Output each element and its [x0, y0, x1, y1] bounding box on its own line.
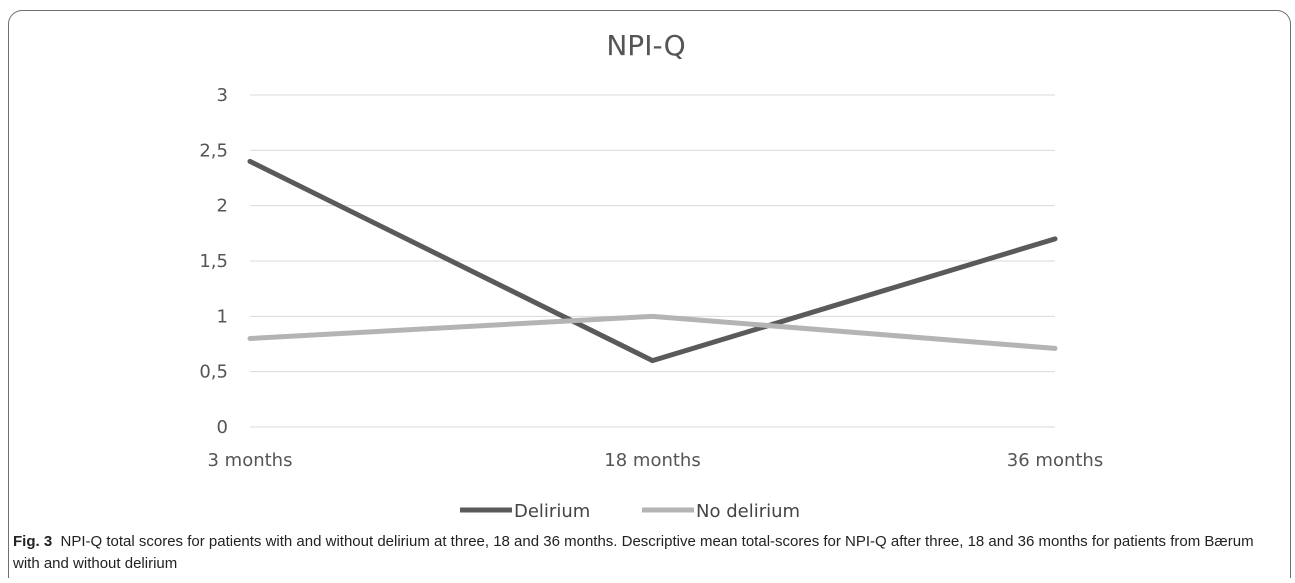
- figure-caption: Fig. 3 NPI-Q total scores for patients w…: [13, 531, 1283, 575]
- y-tick-label: 0: [217, 417, 228, 438]
- series-line-no-delirium: [247, 313, 1058, 351]
- y-tick-label: 2: [217, 196, 228, 217]
- caption-label: Fig. 3: [13, 533, 53, 550]
- y-tick-label: 1,5: [199, 251, 228, 272]
- gridlines: [250, 94, 1055, 428]
- series-lines: [247, 158, 1058, 364]
- x-tick-label: 3 months: [208, 450, 293, 471]
- caption-text: NPI-Q total scores for patients with and…: [13, 533, 1254, 572]
- x-tick-labels: 3 months 18 months 36 months: [208, 450, 1104, 471]
- x-tick-label: 18 months: [604, 450, 700, 471]
- legend: Delirium No delirium: [460, 501, 800, 522]
- chart-title: NPI-Q: [606, 29, 685, 62]
- legend-label: Delirium: [514, 501, 590, 522]
- y-tick-labels: 0 0,5 1 1,5 2 2,5 3: [199, 85, 228, 438]
- y-tick-label: 3: [217, 85, 228, 106]
- y-tick-label: 0,5: [199, 362, 228, 383]
- y-tick-label: 1: [217, 306, 228, 327]
- y-tick-label: 2,5: [199, 140, 228, 161]
- series-line-delirium: [247, 158, 1058, 364]
- line-chart: NPI-Q 0 0,5 1 1,5 2 2,5 3 3 months 18 months 36 …: [199, 29, 1104, 522]
- figure-frame: [8, 10, 1291, 578]
- x-tick-label: 36 months: [1007, 450, 1103, 471]
- legend-label: No delirium: [696, 501, 800, 522]
